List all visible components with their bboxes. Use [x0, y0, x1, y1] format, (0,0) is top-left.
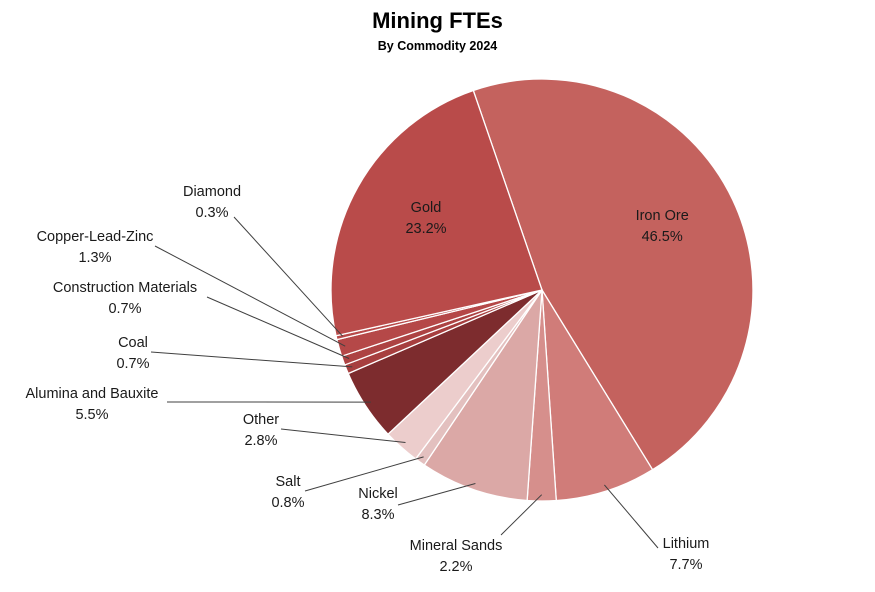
slice-label-mineral-sands: Mineral Sands	[410, 538, 503, 554]
leader-line-other	[280, 428, 406, 443]
slice-label-other: Other	[243, 412, 279, 428]
slice-value-iron-ore: 46.5%	[642, 229, 683, 245]
slice-iron-ore	[472, 78, 754, 471]
slice-label-copper-lead-zinc: Copper-Lead-Zinc	[37, 229, 154, 245]
slice-label-coal: Coal	[118, 335, 148, 351]
leader-lines	[150, 216, 659, 549]
slice-labels: Iron Ore 46.5% Lithium 7.7% Mineral Sands 2.2…	[26, 184, 710, 575]
slice-value-other: 2.8%	[244, 433, 277, 449]
slice-value-salt: 0.8%	[271, 495, 304, 511]
leader-line-construction-materials	[206, 296, 350, 359]
leader-line-copper-lead-zinc	[154, 245, 346, 347]
pie-slices	[330, 78, 754, 502]
slice-value-mineral-sands: 2.2%	[439, 559, 472, 575]
slice-label-construction-materials: Construction Materials	[53, 280, 197, 296]
leader-line-diamond	[233, 216, 343, 337]
slice-label-iron-ore: Iron Ore	[636, 208, 689, 224]
slice-value-lithium: 7.7%	[669, 557, 702, 573]
slice-label-gold: Gold	[411, 200, 442, 216]
leader-line-nickel	[397, 483, 476, 506]
slice-label-salt: Salt	[276, 474, 301, 490]
chart-subtitle: By Commodity 2024	[377, 39, 498, 53]
leader-line-lithium	[604, 484, 659, 549]
slice-label-nickel: Nickel	[358, 486, 397, 502]
chart-title: Mining FTEs	[372, 8, 503, 33]
slice-label-diamond: Diamond	[183, 184, 241, 200]
slice-value-gold: 23.2%	[405, 221, 446, 237]
slice-value-construction-materials: 0.7%	[108, 301, 141, 317]
slice-value-coal: 0.7%	[116, 356, 149, 372]
slice-value-nickel: 8.3%	[361, 507, 394, 523]
slice-value-copper-lead-zinc: 1.3%	[78, 250, 111, 266]
leader-line-coal	[150, 351, 353, 368]
slice-value-alumina-and-bauxite: 5.5%	[75, 407, 108, 423]
leader-line-mineral-sands	[500, 494, 543, 536]
slice-value-diamond: 0.3%	[195, 205, 228, 221]
leader-line-salt	[304, 456, 424, 492]
slice-label-alumina-and-bauxite: Alumina and Bauxite	[26, 386, 159, 402]
slice-label-lithium: Lithium	[663, 536, 710, 552]
slice-gold	[330, 89, 543, 337]
slice-lithium	[541, 289, 654, 502]
slice-nickel	[423, 289, 543, 502]
